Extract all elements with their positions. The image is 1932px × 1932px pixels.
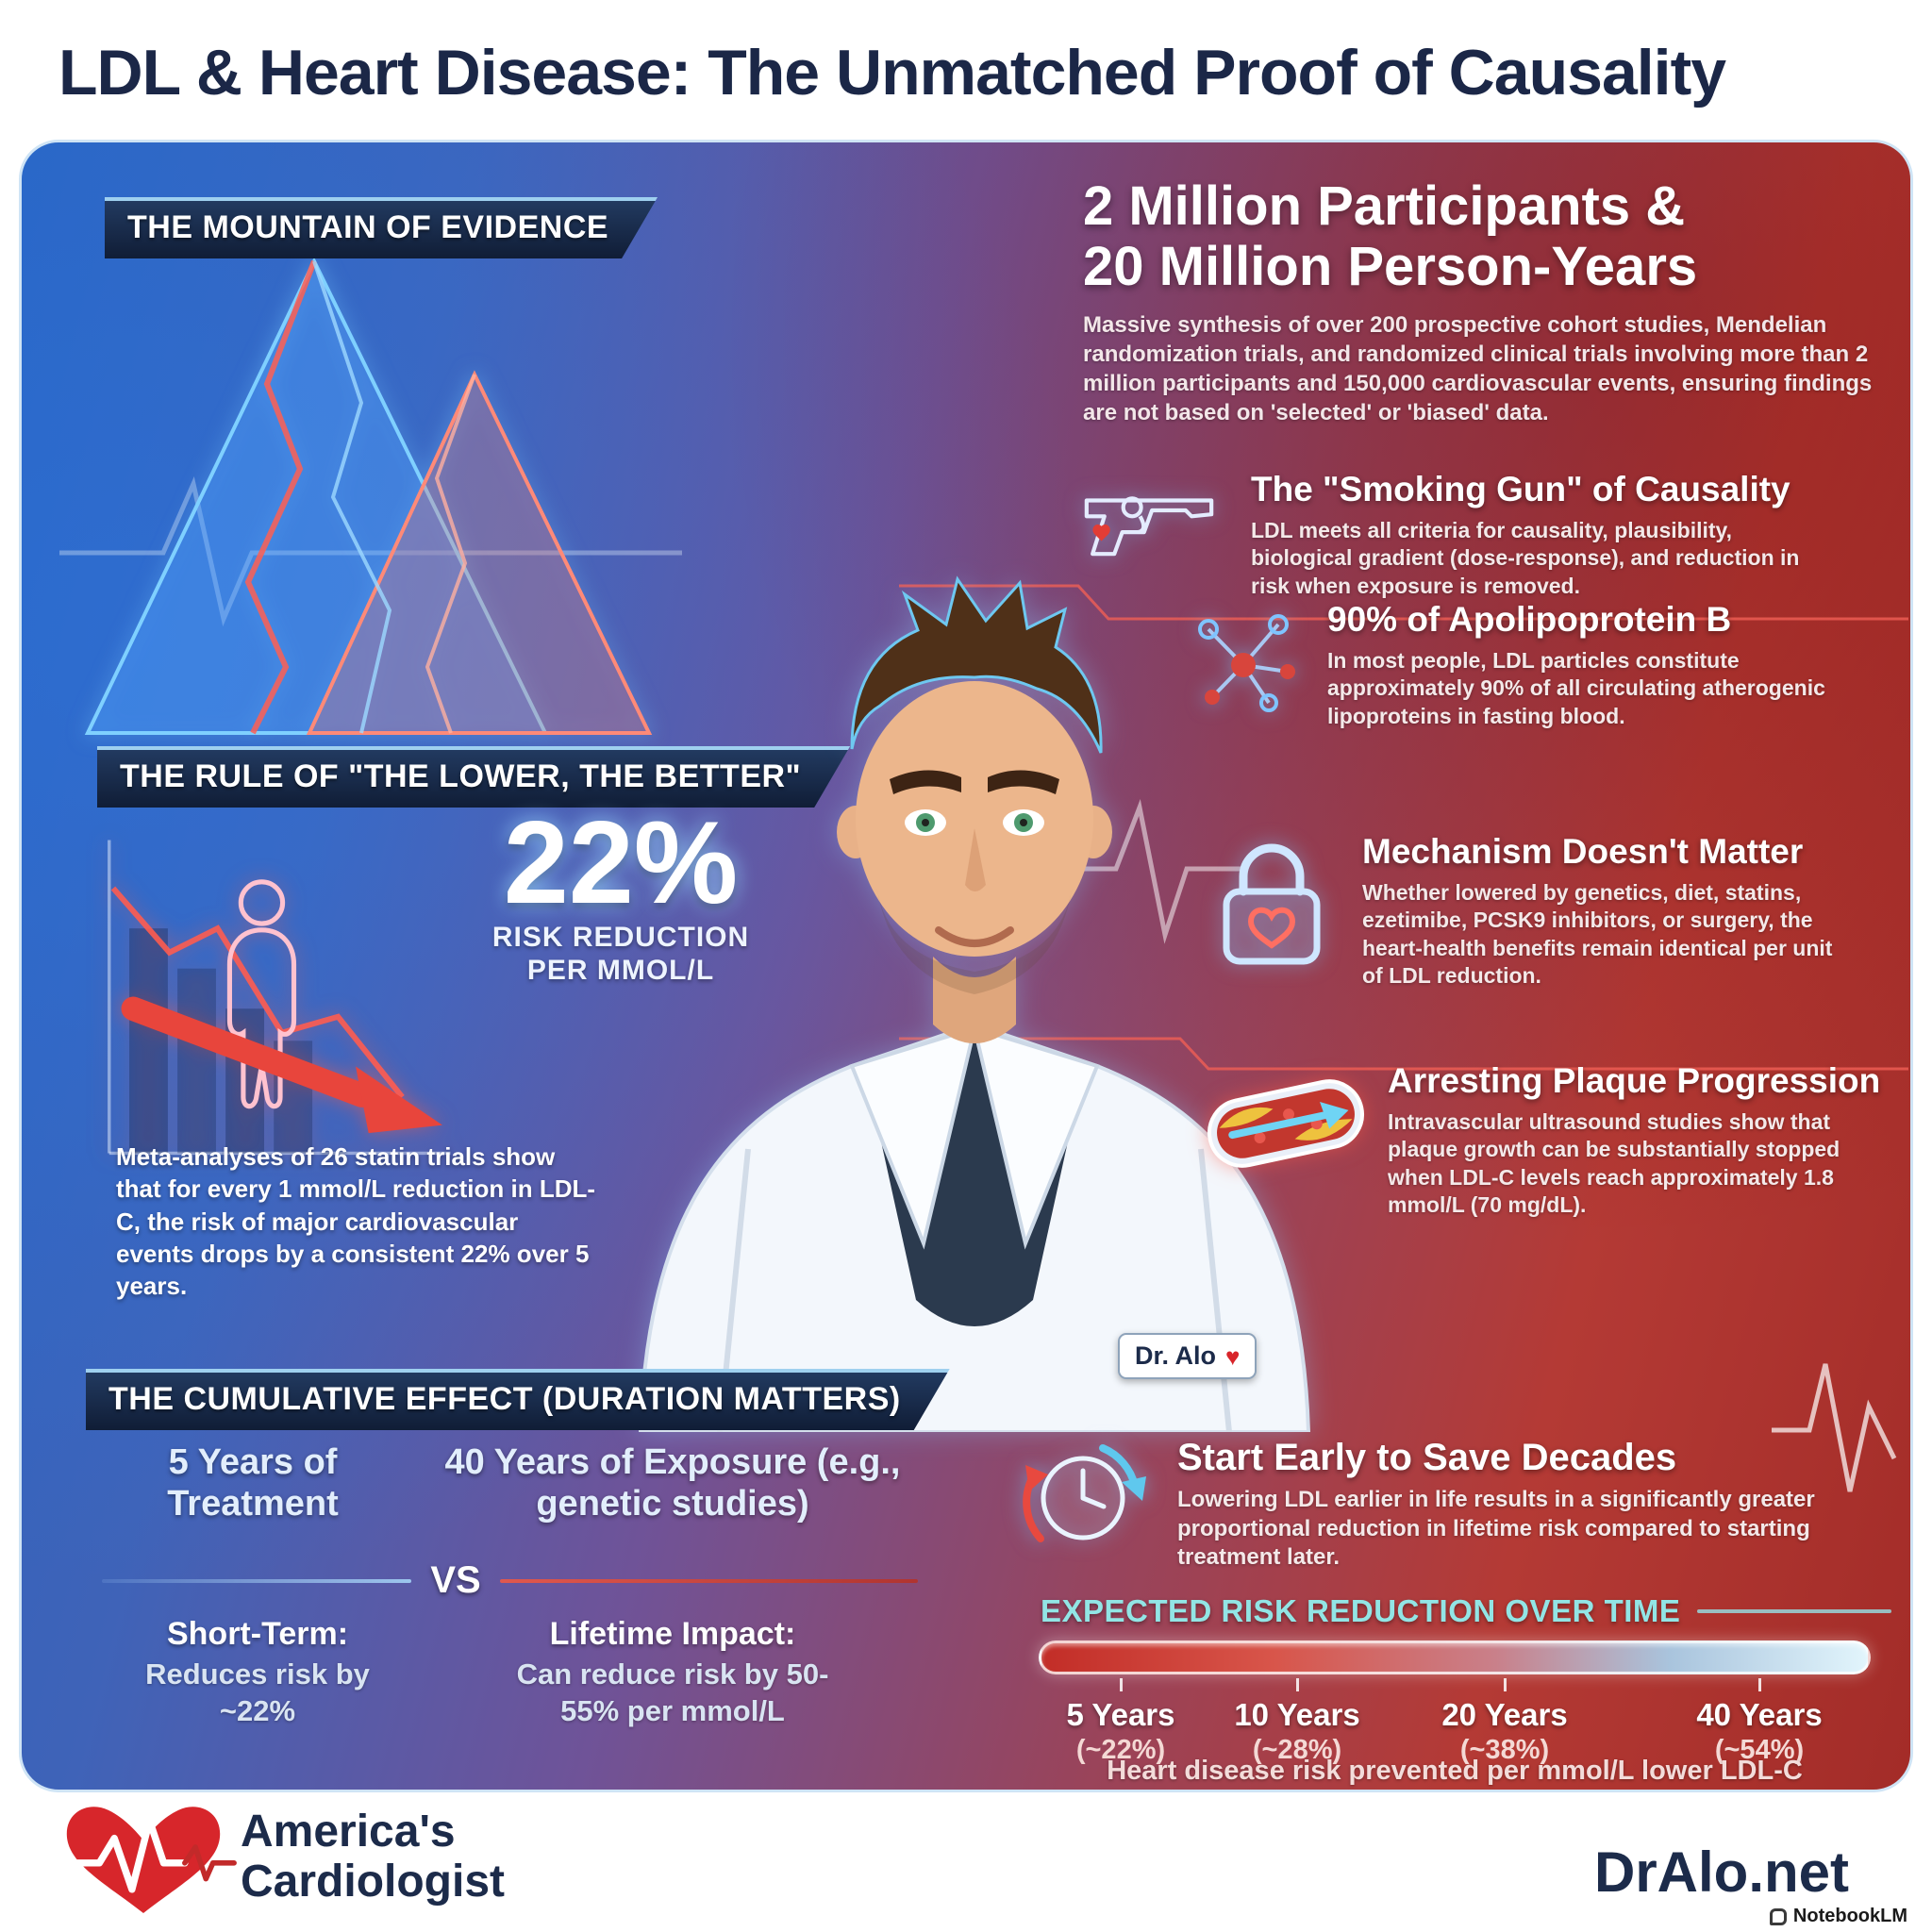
- dralo-net-link[interactable]: DrAlo.net: [1594, 1840, 1849, 1904]
- plaque-text: Arresting Plaque Progression Intravascul…: [1388, 1061, 1881, 1219]
- stat-label-line1: RISK REDUCTION: [491, 922, 750, 953]
- revolver-icon: [1084, 496, 1214, 557]
- stat-label-line2: PER MMOL/L: [526, 954, 715, 986]
- mechanism-heading: Mechanism Doesn't Matter: [1362, 832, 1804, 871]
- lifetime-impact-stat: Lifetime Impact: Can reduce risk by 50-5…: [465, 1616, 880, 1730]
- start-early-point: Start Early to Save Decades Lowering LDL…: [1177, 1437, 1894, 1573]
- timeline-years: 5 Years: [1066, 1697, 1175, 1732]
- rule-body: Meta-analyses of 26 statin trials show t…: [116, 1142, 596, 1301]
- brand-name: America's Cardiologist: [241, 1807, 505, 1907]
- timeline-value: (~54%): [1714, 1735, 1805, 1765]
- mechanism-point: Mechanism Doesn't Matter Whether lowered…: [1206, 832, 1839, 990]
- notebooklm-icon: [1769, 1907, 1787, 1925]
- doctor-name: Dr. Alo: [1135, 1341, 1217, 1370]
- vs-label: VS: [430, 1559, 481, 1601]
- participants-body: Massive synthesis of over 200 prospectiv…: [1083, 311, 1873, 426]
- timeline-tick: [1120, 1678, 1123, 1691]
- cumulative-right-heading: 40 Years of Exposure (e.g., genetic stud…: [444, 1442, 901, 1524]
- cumulative-left-heading: 5 Years of Treatment: [167, 1442, 339, 1524]
- plaque-body: Intravascular ultrasound studies show th…: [1388, 1108, 1840, 1217]
- timeline-tick: [1296, 1678, 1299, 1691]
- heart-icon: [1092, 525, 1110, 541]
- vs-line-right: [499, 1578, 918, 1583]
- doctor-name-tag: Dr. Alo ♥: [1118, 1333, 1257, 1379]
- smoking-gun-text: The "Smoking Gun" of Causality LDL meets…: [1251, 470, 1817, 600]
- page-title: LDL & Heart Disease: The Unmatched Proof…: [58, 37, 1726, 108]
- timeline-label-20y: 20 Years (~38%): [1401, 1697, 1608, 1766]
- participants-heading-line1: 2 Million Participants &: [1083, 175, 1686, 237]
- timeline-value: (~28%): [1252, 1735, 1342, 1765]
- mechanism-text: Mechanism Doesn't Matter Whether lowered…: [1362, 832, 1839, 990]
- artery-cross-section-icon: [1208, 1079, 1364, 1168]
- stat-22-percent: 22%: [503, 798, 739, 928]
- smoking-gun-heading: The "Smoking Gun" of Causality: [1251, 470, 1790, 508]
- short-term-text: Reduces risk by ~22%: [145, 1657, 370, 1727]
- notebooklm-label: NotebookLM: [1792, 1906, 1907, 1926]
- participants-section: 2 Million Participants & 20 Million Pers…: [1083, 176, 1894, 427]
- timeline-label-10y: 10 Years (~28%): [1193, 1697, 1401, 1766]
- brand-line1: America's: [241, 1807, 456, 1857]
- plaque-heading: Arresting Plaque Progression: [1388, 1061, 1881, 1100]
- timeline-value: (~22%): [1075, 1735, 1166, 1765]
- smoking-gun-point: The "Smoking Gun" of Causality LDL meets…: [1074, 470, 1817, 600]
- start-early-body: Lowering LDL earlier in life results in …: [1177, 1487, 1815, 1571]
- vs-divider: VS: [102, 1559, 918, 1602]
- heart-icon: [1247, 907, 1296, 949]
- risk-title-rule-line: [1697, 1609, 1891, 1613]
- timeline-tick: [1504, 1678, 1507, 1691]
- risk-timeline-caption: Heart disease risk prevented per mmol/L …: [1107, 1756, 1803, 1786]
- plaque-point: Arresting Plaque Progression Intravascul…: [1201, 1061, 1881, 1219]
- timeline-years: 40 Years: [1696, 1697, 1823, 1732]
- risk-timeline-title-row: EXPECTED RISK REDUCTION OVER TIME: [1041, 1593, 1891, 1629]
- timeline-tick: [1758, 1678, 1761, 1691]
- smoking-gun-body: LDL meets all criteria for causality, pl…: [1251, 517, 1800, 598]
- short-term-stat: Short-Term: Reduces risk by ~22%: [125, 1616, 390, 1730]
- timeline-years: 20 Years: [1441, 1697, 1568, 1732]
- lifetime-impact-label: Lifetime Impact:: [549, 1616, 796, 1652]
- lock-icon: [1223, 843, 1321, 965]
- vs-line-left: [102, 1578, 412, 1583]
- molecule-icon: [1198, 614, 1295, 712]
- apob-heading: 90% of Apolipoprotein B: [1327, 600, 1732, 639]
- main-panel: THE MOUNTAIN OF EVIDENCE 2 Million Parti…: [19, 140, 1913, 1792]
- mechanism-body: Whether lowered by genetics, diet, stati…: [1362, 879, 1833, 988]
- risk-timeline-title: EXPECTED RISK REDUCTION OVER TIME: [1041, 1593, 1681, 1628]
- timeline-label-40y: 40 Years (~54%): [1656, 1697, 1863, 1766]
- down-arrow-icon: [121, 996, 375, 1108]
- participants-heading-line2: 20 Million Person-Years: [1083, 235, 1698, 297]
- timeline-label-5y: 5 Years (~22%): [1017, 1697, 1224, 1766]
- section-badge-cumulative-effect: THE CUMULATIVE EFFECT (DURATION MATTERS): [86, 1369, 950, 1430]
- timeline-value: (~38%): [1459, 1735, 1550, 1765]
- timeline-years: 10 Years: [1234, 1697, 1360, 1732]
- doctor-portrait-illustration: [638, 575, 1311, 1432]
- section-badge-mountain-of-evidence: THE MOUNTAIN OF EVIDENCE: [105, 197, 658, 258]
- heart-icon: ♥: [1225, 1341, 1241, 1371]
- mountain-of-evidence-graphic: [84, 257, 653, 735]
- heart-ecg-logo: [54, 1807, 237, 1913]
- apob-text: 90% of Apolipoprotein B In most people, …: [1327, 600, 1841, 730]
- apob-point: 90% of Apolipoprotein B In most people, …: [1182, 600, 1841, 730]
- lifetime-impact-text: Can reduce risk by 50-55% per mmol/L: [516, 1657, 829, 1727]
- apob-body: In most people, LDL particles constitute…: [1327, 647, 1825, 728]
- clock-icon: [1023, 1444, 1146, 1542]
- section-badge-lower-the-better: THE RULE OF "THE LOWER, THE BETTER": [97, 746, 850, 808]
- notebooklm-badge: NotebookLM: [1769, 1906, 1907, 1927]
- risk-reduction-stat: 22% RISK REDUCTION PER MMOL/L: [465, 805, 776, 987]
- brand-line2: Cardiologist: [241, 1856, 506, 1907]
- risk-gradient-bar: [1039, 1641, 1871, 1674]
- declining-risk-chart-graphic: [108, 840, 451, 1156]
- start-early-heading: Start Early to Save Decades: [1177, 1437, 1677, 1478]
- short-term-label: Short-Term:: [166, 1616, 349, 1652]
